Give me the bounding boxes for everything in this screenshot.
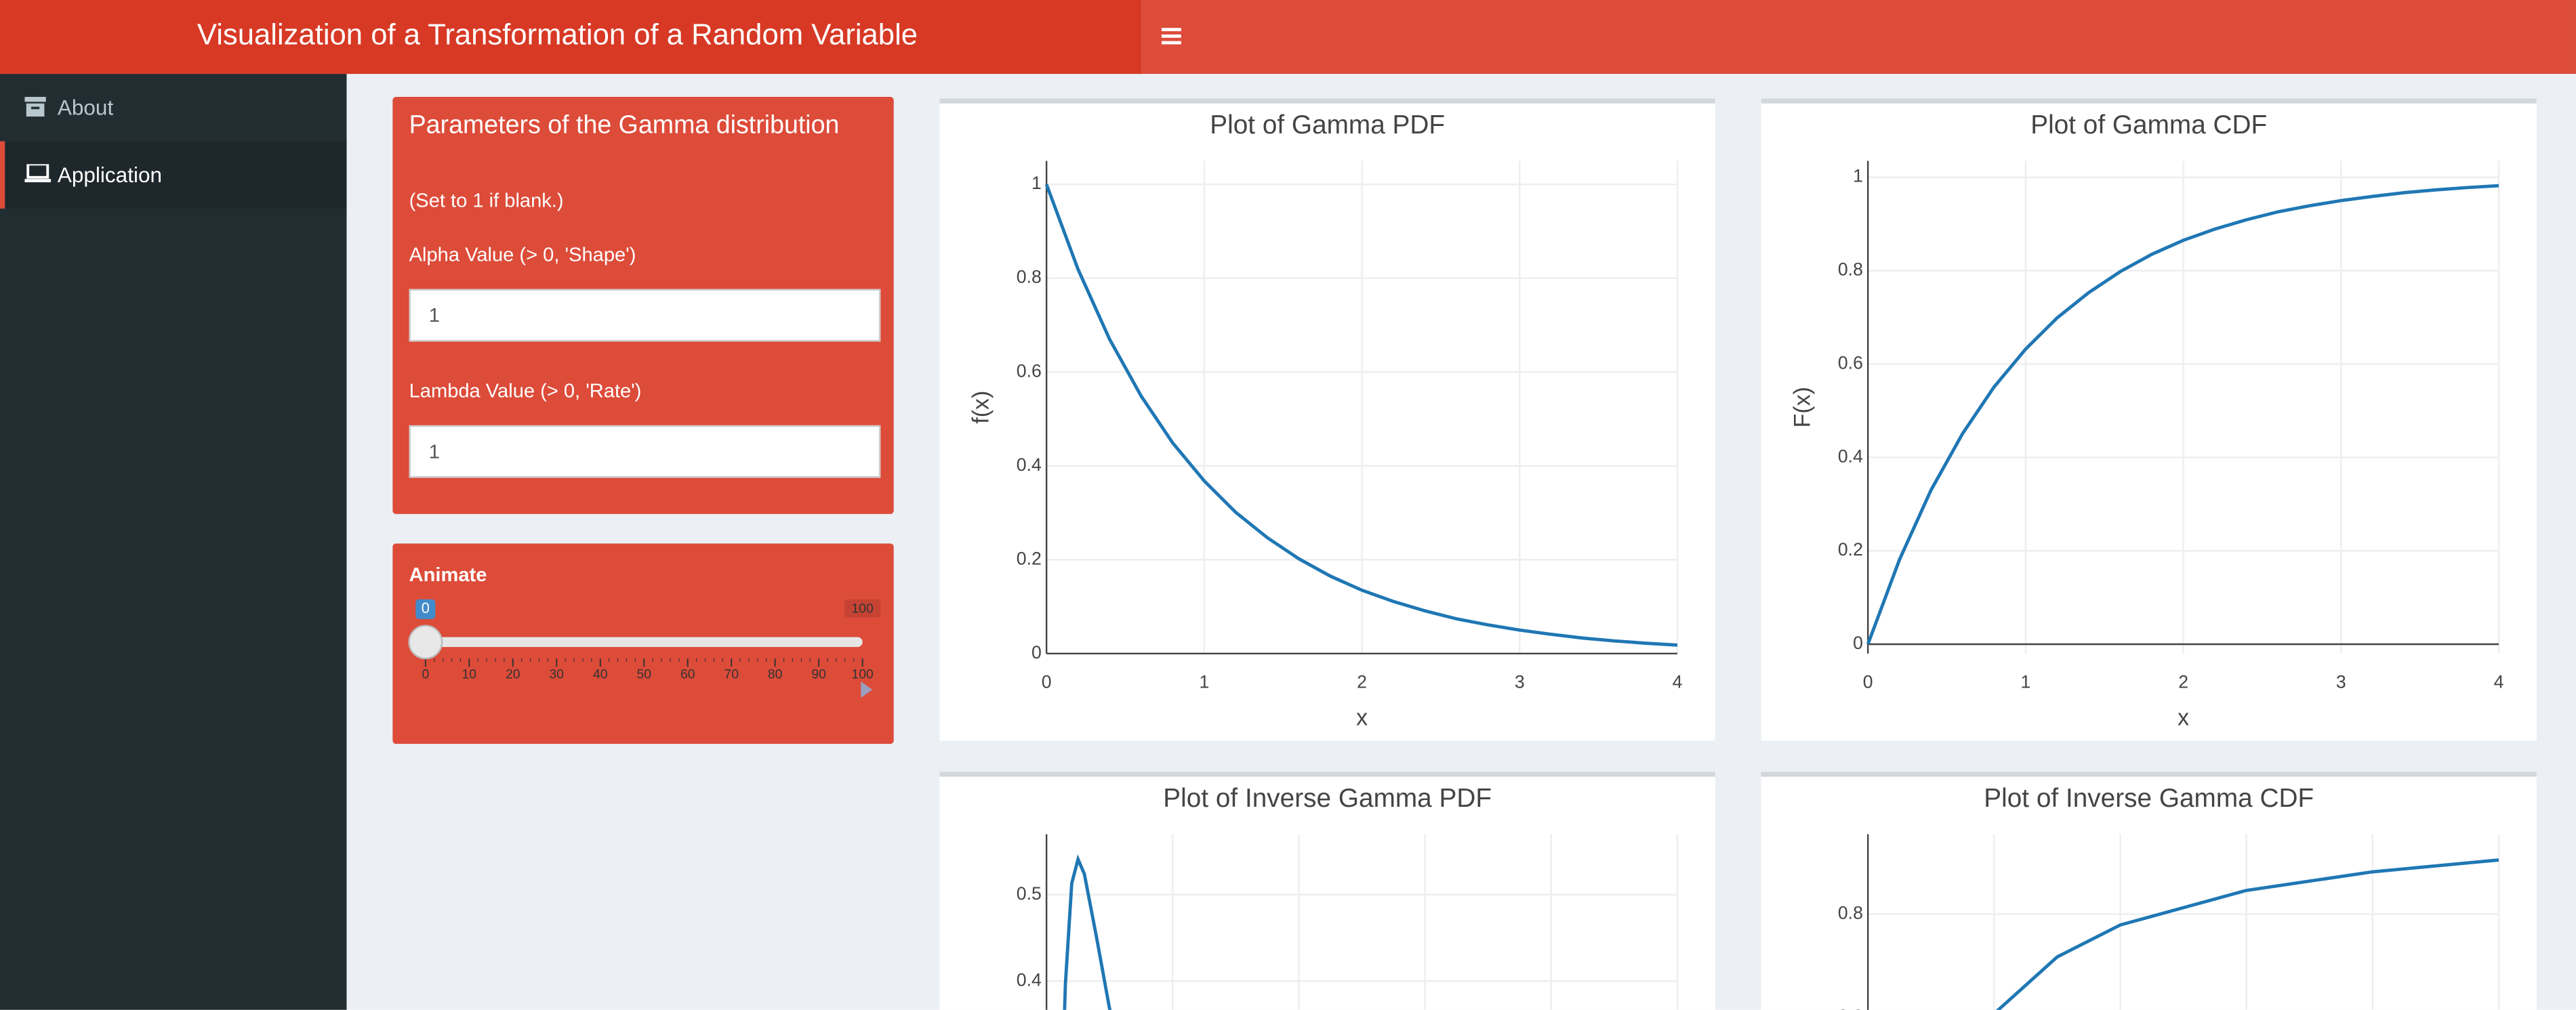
- y-tick-label: 0.5: [1017, 883, 1042, 904]
- slider-tick-label: 40: [593, 667, 608, 681]
- slider-tick-label: 20: [506, 667, 520, 681]
- x-tick-label: 1: [1199, 671, 1209, 692]
- y-tick-label: 0.6: [1838, 1006, 1863, 1010]
- chart-card: Plot of Inverse Gamma PDF02468100.40.5: [939, 772, 1715, 1010]
- y-tick-label: 0.2: [1017, 548, 1042, 568]
- y-axis-label: F(x): [1790, 387, 1816, 427]
- menu-item-active[interactable]: Application: [0, 141, 347, 209]
- navbar: [1141, 0, 2576, 75]
- slider-label: Animate: [409, 563, 487, 587]
- alpha-input[interactable]: 1: [409, 289, 881, 342]
- chart-title: Plot of Inverse Gamma CDF: [1984, 784, 2314, 813]
- line: [1063, 854, 1112, 1010]
- slider-value-bg: [415, 599, 436, 619]
- slider-tick-label: 50: [636, 667, 651, 681]
- slider-max-bg: [844, 599, 881, 618]
- x-tick-label: 2: [1357, 671, 1367, 692]
- slider-value-label: 0: [422, 599, 430, 616]
- input-label: Alpha Value (> 0, 'Shape'): [409, 243, 636, 266]
- y-axis-label: f(x): [968, 391, 994, 424]
- slider-tick-label: 0: [422, 667, 429, 681]
- chart-title: Plot of Inverse Gamma PDF: [1163, 784, 1492, 813]
- x-tick-label: 1: [2021, 671, 2031, 692]
- slider-tick-label: 60: [680, 667, 695, 681]
- line: [1866, 184, 2499, 645]
- slider[interactable]: 0 10 20 30 40 50 60 70 80 90 100 100 0: [392, 543, 893, 744]
- chart-title: Plot of Gamma PDF: [1210, 110, 1445, 140]
- x-tick-label: 0: [1863, 671, 1873, 692]
- chart-title: Plot of Gamma CDF: [2030, 110, 2267, 140]
- slider-tick-label: 80: [768, 667, 783, 681]
- slider-track: [425, 637, 863, 648]
- menu-label: About: [57, 95, 114, 120]
- app-title: Visualization of a Transformation of a R…: [197, 18, 918, 51]
- line: [1995, 858, 2499, 1010]
- y-tick-label: 0: [1031, 642, 1042, 662]
- x-tick-label: 3: [2336, 671, 2346, 692]
- chart: Plot of Inverse Gamma PDF02468100.40.5: [1017, 784, 1679, 1010]
- menu-item[interactable]: About: [0, 74, 346, 141]
- slider-tick-label: 30: [550, 667, 565, 681]
- header-logo: Visualization of a Transformation of a R…: [0, 0, 1142, 75]
- y-tick-label: 0.4: [1017, 455, 1042, 475]
- slider-tick-label: 90: [811, 667, 826, 681]
- slider-max-label: 100: [851, 601, 874, 616]
- animate-box: Animate 0 10 20 30 40 50 60 70 80 90 100 100 0: [392, 543, 894, 744]
- slider-tick-label: 100: [851, 667, 874, 681]
- menu-toggle[interactable]: [1161, 26, 1181, 46]
- x-tick-label: 4: [2494, 671, 2504, 692]
- x-tick-label: 4: [1673, 671, 1683, 692]
- slider-tick-label: 10: [462, 667, 477, 681]
- sidebar: About Application: [0, 74, 347, 1010]
- y-tick-label: 1: [1031, 173, 1042, 193]
- line: [1044, 184, 1678, 647]
- x-tick-label: 3: [1515, 671, 1525, 692]
- input-label: Lambda Value (> 0, 'Rate'): [409, 379, 642, 402]
- y-tick-label: 0: [1853, 633, 1863, 653]
- slider-handle: [408, 625, 443, 660]
- chart: Plot of Gamma CDF 0 1 2 3 4 0 0.2 0.4 0.6 0.8 1 x F(x…: [1790, 110, 2504, 731]
- x-tick-label: 0: [1042, 671, 1052, 692]
- y-tick-label: 1: [1853, 166, 1863, 186]
- chart: Plot of Gamma PDF 0 1 2 3 4 0 0.2 0.4 0.6 0.8 1 x f(x…: [968, 110, 1683, 731]
- y-tick-label: 0.6: [1838, 352, 1863, 373]
- slider-tick-label: 70: [724, 667, 739, 681]
- y-tick-label: 0.8: [1838, 259, 1863, 280]
- menu-label: Application: [57, 162, 163, 188]
- y-tick-label: 0.8: [1838, 903, 1863, 923]
- chart-card: Plot of Gamma PDF 0 1 2 3 4 0 0.2 0.4 0.6 0.8 1 x f(x…: [939, 98, 1715, 741]
- chart-card: Plot of Gamma CDF 0 1 2 3 4 0 0.2 0.4 0.6 0.8 1 x F(x…: [1761, 98, 2537, 741]
- x-axis-label: x: [2178, 705, 2189, 731]
- lambda-input[interactable]: 1: [409, 425, 881, 478]
- x-tick-label: 2: [2178, 671, 2188, 692]
- chart-card: Plot of Inverse Gamma CDF02468100.60.8: [1761, 772, 2537, 1010]
- chart: Plot of Inverse Gamma CDF02468100.60.8: [1838, 784, 2500, 1010]
- parameters-box: Parameters of the Gamma distribution (Se…: [392, 97, 894, 514]
- play-button[interactable]: [861, 681, 873, 698]
- y-tick-label: 0.4: [1017, 969, 1042, 990]
- y-tick-label: 0.2: [1838, 539, 1863, 560]
- note: (Set to 1 if blank.): [409, 188, 564, 212]
- x-axis-label: x: [1356, 705, 1368, 731]
- y-tick-label: 0.6: [1017, 360, 1042, 381]
- y-tick-label: 0.4: [1838, 446, 1863, 466]
- box-title: Parameters of the Gamma distribution: [409, 111, 840, 140]
- y-tick-label: 0.8: [1017, 267, 1042, 287]
